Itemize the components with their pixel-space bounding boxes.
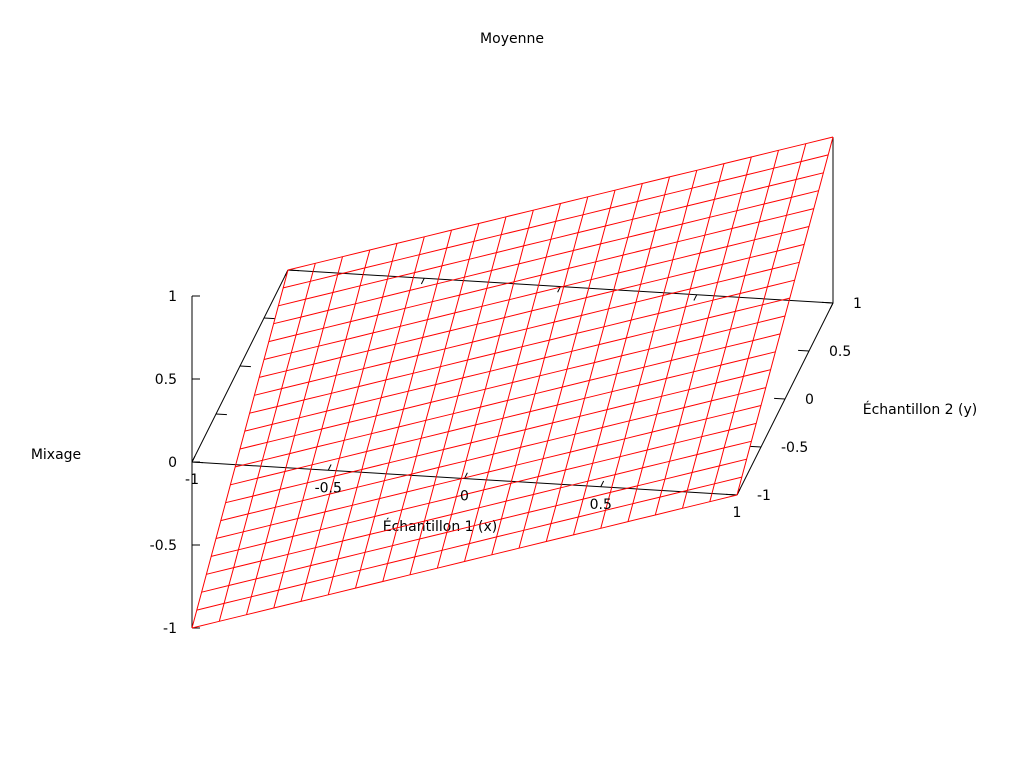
surface-line-y xyxy=(196,476,742,611)
z-tick-label: 0.5 xyxy=(155,372,177,388)
x-tick-mark-back xyxy=(829,302,834,309)
y-tick-mark xyxy=(798,349,810,352)
surface-line-y xyxy=(287,136,834,271)
y-tick-mark-left xyxy=(215,413,227,416)
y-axis-label: Échantillon 2 (y) xyxy=(863,401,977,418)
x-tick-label: 1 xyxy=(733,505,742,521)
surface-line-y xyxy=(206,440,752,575)
y-tick-mark xyxy=(726,493,738,496)
x-tick-mark xyxy=(600,480,605,487)
y-tick-mark-left xyxy=(239,365,251,368)
tick-labels: -1 -0.5 0 0.5 1 -1 -0.5 0 0.5 1 -1 -0.5 0 0.5 1 xyxy=(150,289,862,637)
y-tick-mark-left xyxy=(287,269,299,272)
y-tick-mark xyxy=(774,397,786,400)
surface-line-y xyxy=(211,422,757,557)
surface-line-y xyxy=(283,154,829,289)
y-tick-mark-left xyxy=(191,461,203,464)
surface-line-y xyxy=(201,458,747,593)
surface-line-y xyxy=(230,351,776,486)
x-tick-label: 0 xyxy=(460,489,469,505)
x-tick-label: -1 xyxy=(185,472,199,488)
axes-group xyxy=(191,137,834,629)
surface-line-y xyxy=(273,190,819,325)
surface-line-y xyxy=(278,172,824,307)
y-tick-label: -1 xyxy=(757,488,771,504)
z-axis-label: Mixage xyxy=(31,447,81,463)
x-tick-label: -0.5 xyxy=(315,480,342,496)
surface-line-y xyxy=(220,387,766,522)
surface-line-y xyxy=(263,226,810,360)
surface-line-y xyxy=(254,261,800,396)
surface-mesh xyxy=(191,136,834,629)
x-tick-mark-back xyxy=(420,278,425,285)
surface-line-y xyxy=(239,315,786,450)
z-tick-label: -1 xyxy=(163,621,177,637)
x-tick-mark xyxy=(191,456,196,463)
z-tick-label: -0.5 xyxy=(150,538,177,554)
x-tick-mark-back xyxy=(693,294,698,301)
y-tick-mark xyxy=(822,301,834,304)
surface-line-y xyxy=(225,369,771,504)
surface-line-y xyxy=(259,243,805,378)
y-tick-label: 0.5 xyxy=(829,344,851,360)
surface-line-y xyxy=(235,333,781,468)
surface-line-y xyxy=(191,494,738,629)
z-tick-label: 1 xyxy=(168,289,177,305)
y-tick-label: 1 xyxy=(853,296,862,312)
y-tick-mark-left xyxy=(263,317,275,320)
surface-line-y xyxy=(268,208,814,343)
surface-line-y xyxy=(249,279,795,414)
y-tick-label: -0.5 xyxy=(781,440,808,456)
z-tick-label: 0 xyxy=(168,455,177,471)
y-tick-mark xyxy=(750,445,762,448)
x-tick-mark xyxy=(327,464,332,471)
x-tick-label: 0.5 xyxy=(590,497,612,513)
surface-line-y xyxy=(244,297,790,432)
chart-title: Moyenne xyxy=(480,31,544,47)
x-axis-label: Échantillon 1 (x) xyxy=(383,518,497,535)
y-tick-label: 0 xyxy=(805,392,814,408)
surface-line-y xyxy=(215,405,762,539)
